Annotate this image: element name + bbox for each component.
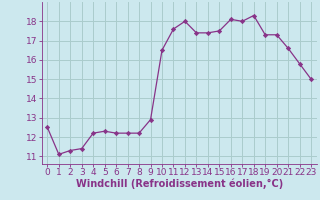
X-axis label: Windchill (Refroidissement éolien,°C): Windchill (Refroidissement éolien,°C) bbox=[76, 179, 283, 189]
